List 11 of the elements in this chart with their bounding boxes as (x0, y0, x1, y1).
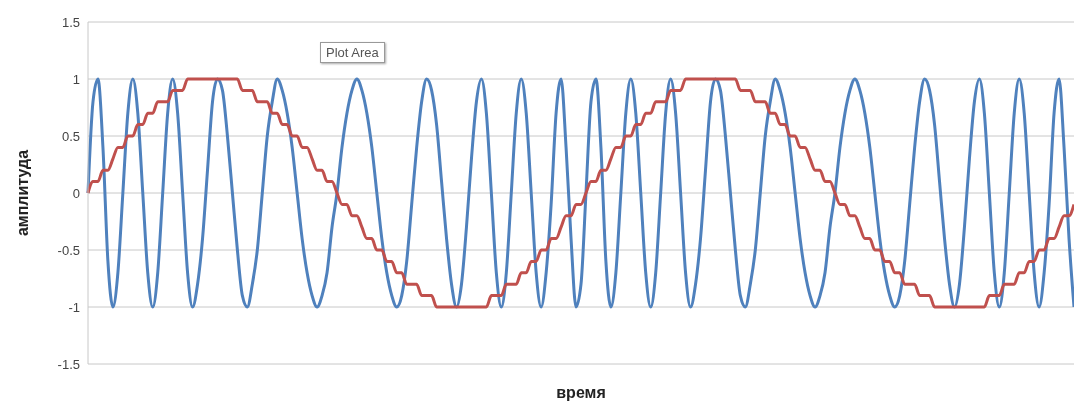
y-tick-label: 1 (72, 71, 80, 87)
y-tick-label: 1.5 (61, 14, 80, 30)
y-tick-label: -1 (68, 299, 80, 315)
annotation: Plot Area (320, 42, 385, 63)
y-axis-title: амплитуда (13, 149, 31, 237)
y-tick-label: 0.5 (61, 128, 80, 144)
y-tick-label: 0 (72, 185, 80, 201)
y-tick-label: -1.5 (57, 356, 80, 372)
line-series (86, 77, 1074, 309)
x-axis-title: время (556, 384, 606, 401)
y-tick-label: -0.5 (57, 242, 80, 258)
